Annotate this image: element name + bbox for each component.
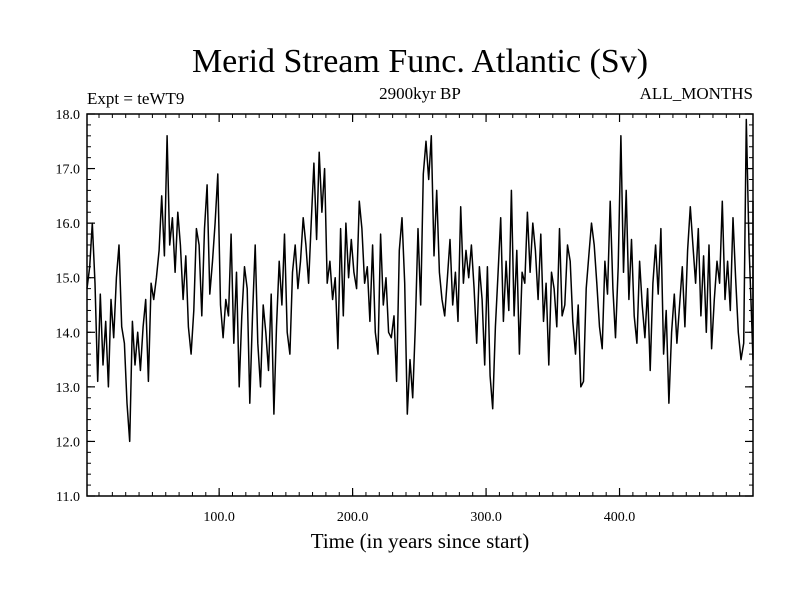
series-line <box>86 118 754 443</box>
y-tick-label: 15.0 <box>56 272 81 287</box>
x-tick-label: 400.0 <box>604 510 636 525</box>
x-tick-label: 100.0 <box>203 510 235 525</box>
x-axis-label: Time (in years since start) <box>311 529 530 553</box>
plot-frame <box>86 113 754 497</box>
y-tick-label: 11.0 <box>56 490 80 505</box>
x-tick-label: 200.0 <box>337 510 369 525</box>
y-tick-label: 16.0 <box>56 217 81 232</box>
y-tick-label: 14.0 <box>56 326 81 341</box>
months-label: ALL_MONTHS <box>640 84 753 103</box>
y-tick-label: 17.0 <box>56 163 81 178</box>
y-tick-label: 13.0 <box>56 381 81 396</box>
chart-title: Merid Stream Func. Atlantic (Sv) <box>192 43 648 80</box>
experiment-label: Expt = teWT9 <box>87 89 184 108</box>
y-tick-label: 12.0 <box>56 435 81 450</box>
period-label: 2900kyr BP <box>379 84 461 103</box>
x-tick-label: 300.0 <box>470 510 502 525</box>
y-tick-label: 18.0 <box>56 108 81 123</box>
